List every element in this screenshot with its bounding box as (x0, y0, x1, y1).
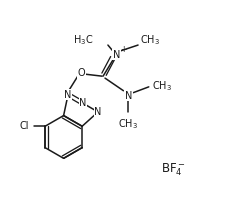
Text: Cl: Cl (19, 121, 29, 131)
Text: N: N (94, 107, 102, 117)
Text: N: N (64, 90, 72, 100)
Text: BF$_4^-$: BF$_4^-$ (161, 162, 186, 178)
Text: CH$_3$: CH$_3$ (118, 117, 138, 131)
Text: H$_3$C: H$_3$C (73, 33, 93, 47)
Text: N: N (113, 50, 120, 60)
Text: O: O (78, 68, 85, 78)
Text: CH$_3$: CH$_3$ (152, 79, 172, 93)
Text: CH$_3$: CH$_3$ (140, 33, 160, 47)
Text: +: + (120, 45, 127, 54)
Text: N: N (125, 91, 132, 101)
Text: N: N (79, 98, 87, 108)
